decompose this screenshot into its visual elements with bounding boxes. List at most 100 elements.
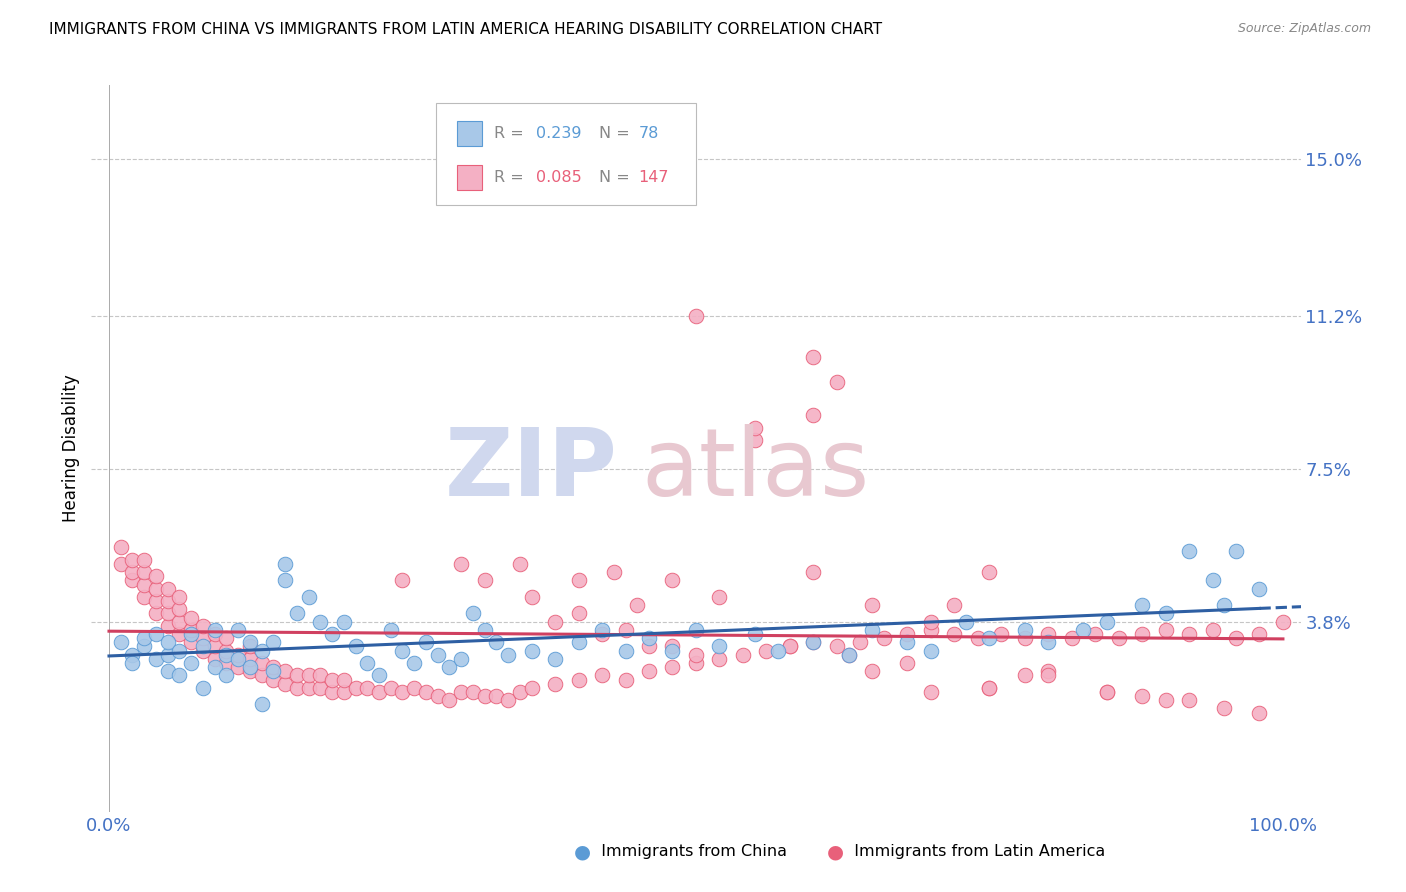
Point — [226, 623, 249, 637]
Point — [239, 640, 262, 654]
Point — [685, 623, 707, 637]
Point — [709, 640, 731, 654]
Point — [1060, 632, 1083, 646]
Point — [250, 698, 273, 712]
Text: N =: N = — [599, 169, 636, 185]
Point — [321, 627, 343, 641]
Point — [1036, 665, 1059, 679]
Point — [591, 668, 613, 682]
Point — [344, 681, 367, 695]
Point — [779, 640, 801, 654]
Point — [145, 607, 167, 621]
Point — [1271, 615, 1294, 629]
Point — [1014, 632, 1036, 646]
Point — [121, 656, 143, 670]
Point — [591, 623, 613, 637]
Point — [169, 602, 191, 616]
Point — [955, 615, 977, 629]
Point — [1130, 689, 1153, 703]
Point — [110, 557, 132, 571]
Point — [1249, 706, 1271, 720]
Point — [685, 656, 707, 670]
Point — [297, 681, 319, 695]
Point — [226, 652, 249, 666]
Point — [860, 623, 883, 637]
Point — [380, 623, 402, 637]
Point — [274, 574, 297, 588]
Point — [896, 656, 918, 670]
Point — [496, 693, 519, 707]
Point — [156, 594, 179, 608]
Point — [204, 627, 226, 641]
Point — [661, 574, 683, 588]
Point — [474, 689, 496, 703]
Point — [1154, 693, 1177, 707]
Point — [391, 574, 413, 588]
Point — [426, 648, 449, 662]
Point — [250, 656, 273, 670]
Point — [156, 665, 179, 679]
Text: Source: ZipAtlas.com: Source: ZipAtlas.com — [1237, 22, 1371, 36]
Point — [744, 627, 766, 641]
Point — [873, 632, 896, 646]
Point — [226, 648, 249, 662]
Point — [801, 565, 824, 579]
Point — [943, 598, 966, 612]
Point — [1014, 623, 1036, 637]
Point — [709, 590, 731, 604]
Point — [474, 623, 496, 637]
Point — [779, 640, 801, 654]
Point — [262, 665, 284, 679]
Point — [404, 681, 426, 695]
Point — [156, 648, 179, 662]
Point — [1084, 627, 1107, 641]
Point — [391, 685, 413, 699]
Point — [121, 565, 143, 579]
Point — [191, 619, 214, 633]
Point — [226, 660, 249, 674]
Point — [896, 627, 918, 641]
Point — [450, 685, 472, 699]
Point — [860, 665, 883, 679]
Point — [239, 660, 262, 674]
Point — [990, 627, 1012, 641]
Point — [591, 627, 613, 641]
Point — [1014, 668, 1036, 682]
Point — [156, 607, 179, 621]
Point — [1213, 598, 1236, 612]
Point — [391, 643, 413, 657]
Text: R =: R = — [494, 126, 529, 141]
Point — [661, 660, 683, 674]
Text: Immigrants from Latin America: Immigrants from Latin America — [844, 845, 1105, 859]
Point — [250, 643, 273, 657]
Point — [614, 673, 637, 687]
Point — [1201, 574, 1223, 588]
Point — [860, 598, 883, 612]
Point — [825, 375, 848, 389]
Point — [180, 635, 202, 649]
Point — [509, 685, 531, 699]
Point — [134, 590, 156, 604]
Point — [979, 632, 1001, 646]
Point — [134, 565, 156, 579]
Point — [920, 623, 942, 637]
Point — [380, 681, 402, 695]
Point — [180, 656, 202, 670]
Point — [333, 673, 356, 687]
Point — [544, 615, 567, 629]
Point — [801, 635, 824, 649]
Point — [285, 607, 308, 621]
Point — [685, 309, 707, 323]
Point — [568, 607, 591, 621]
Point — [638, 665, 661, 679]
Point — [474, 574, 496, 588]
Point — [849, 635, 872, 649]
Point — [215, 656, 238, 670]
Point — [169, 627, 191, 641]
Point — [920, 643, 942, 657]
Point — [450, 652, 472, 666]
Point — [685, 648, 707, 662]
Point — [1249, 627, 1271, 641]
Point — [461, 607, 484, 621]
Point — [603, 565, 626, 579]
